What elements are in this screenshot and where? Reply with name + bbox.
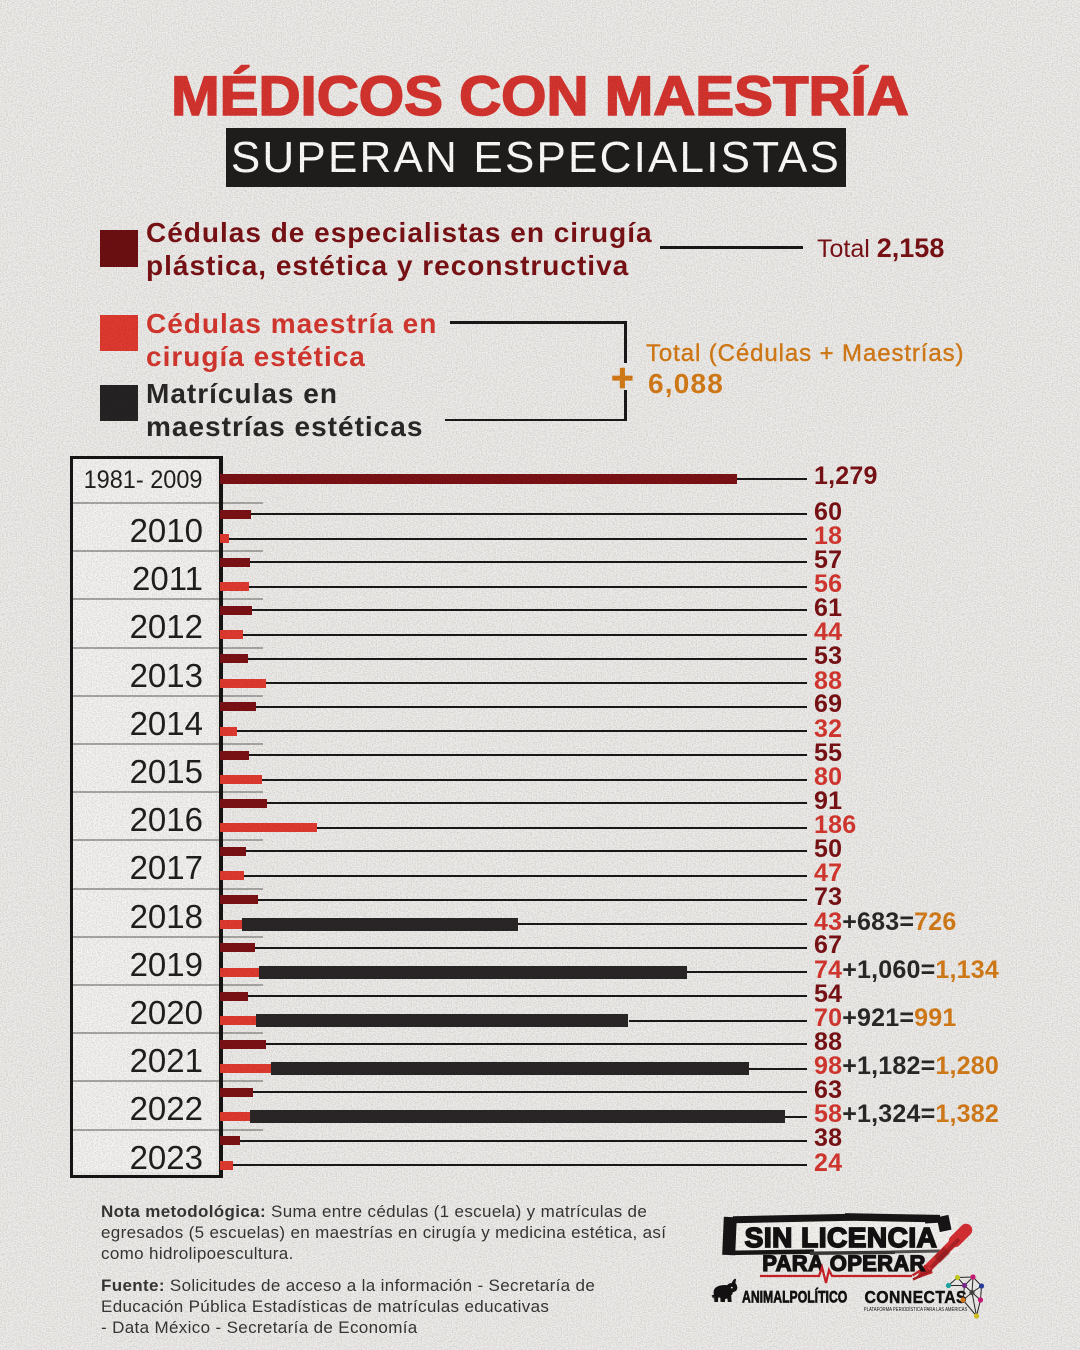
svg-text:SIN LICENCIA: SIN LICENCIA	[745, 1222, 938, 1253]
svg-text:ANIMALPOLÍTICO: ANIMALPOLÍTICO	[742, 1288, 847, 1308]
svg-text:PLATAFORMA PERIODÍSTICA PARA L: PLATAFORMA PERIODÍSTICA PARA LAS AMÉRICA…	[864, 1305, 968, 1313]
svg-text:CONNECTAS: CONNECTAS	[865, 1287, 967, 1307]
